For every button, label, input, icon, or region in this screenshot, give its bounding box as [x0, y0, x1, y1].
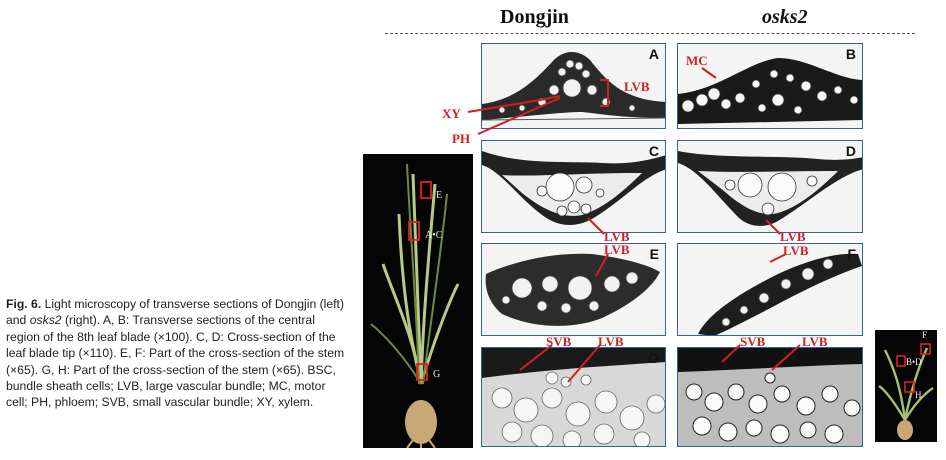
caption-fig-number: Fig. 6. [6, 297, 42, 311]
label-lvb-h: LVB [802, 334, 828, 349]
label-lvb-d: LVB [780, 229, 806, 244]
panel-c: C [481, 140, 666, 233]
label-lvb-g: LVB [598, 334, 624, 349]
plant-label-f: F [922, 330, 928, 340]
panel-h: H [677, 347, 863, 447]
panel-b: B [677, 43, 863, 129]
label-svb-g: SVB [546, 334, 572, 349]
figure-caption: Fig. 6. Light microscopy of transverse s… [6, 296, 346, 411]
label-lvb-e: LVB [604, 242, 630, 257]
panel-h-label: H [845, 350, 856, 366]
box-g [416, 363, 428, 381]
plant-label-h: H [915, 390, 922, 400]
label-lvb-c: LVB [604, 229, 630, 244]
plant-label-g: G [433, 369, 441, 380]
panel-f-label: F [847, 246, 856, 262]
label-lvb-a: LVB [624, 79, 650, 94]
panel-a-label: A [648, 46, 659, 62]
panel-e-label: E [649, 246, 659, 262]
caption-osks2: osks2 [29, 313, 62, 328]
panel-f: F [677, 243, 863, 336]
panel-d-label: D [845, 143, 856, 159]
box-e [420, 181, 432, 199]
panel-g-label: G [648, 350, 659, 366]
label-lvb-f: LVB [783, 243, 809, 258]
box-ac [408, 221, 420, 241]
caption-text-1: Light microscopy of transverse sections … [6, 297, 345, 328]
panel-c-label: C [648, 143, 659, 159]
label-mc: MC [686, 53, 708, 68]
plant-label-e: E [436, 190, 443, 201]
header-osks2: osks2 [762, 6, 808, 28]
panel-b-label: B [845, 46, 856, 62]
caption-text-2: (right). A, B: Transverse sections of th… [6, 313, 345, 410]
label-ph: PH [452, 131, 471, 146]
label-xy: XY [442, 106, 461, 121]
panel-g: G [481, 347, 666, 447]
plant-photo-osks2 [875, 330, 937, 442]
label-svb-h: SVB [740, 334, 766, 349]
panel-e: E [481, 243, 666, 336]
panel-d: D [677, 140, 863, 233]
plant-label-ac: A•C [425, 230, 443, 241]
header-divider [385, 33, 915, 34]
plant-label-bd: B•D [906, 357, 922, 367]
header-dongjin: Dongjin [500, 6, 569, 28]
plant-photo-dongjin [363, 154, 473, 448]
